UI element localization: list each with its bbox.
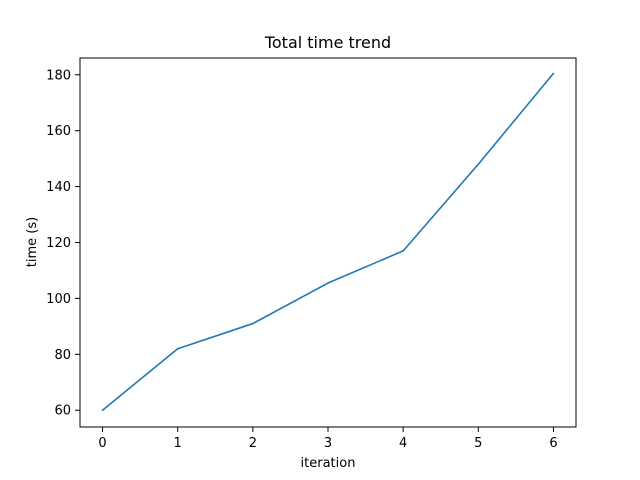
data-point bbox=[402, 250, 404, 252]
series-group bbox=[101, 72, 555, 412]
y-tick-label: 160 bbox=[46, 124, 71, 139]
x-tick-label: 0 bbox=[98, 436, 106, 451]
data-point bbox=[101, 409, 104, 412]
x-tick-label: 6 bbox=[549, 436, 557, 451]
data-point bbox=[477, 163, 480, 166]
plot-area-frame bbox=[79, 57, 577, 428]
data-point bbox=[552, 72, 555, 75]
data-point bbox=[252, 322, 254, 325]
chart-title: Total time trend bbox=[264, 33, 391, 52]
data-point bbox=[176, 347, 179, 350]
y-tick-label: 120 bbox=[46, 236, 71, 251]
y-axis-label: time (s) bbox=[25, 217, 40, 267]
x-tick-label: 3 bbox=[324, 436, 332, 451]
y-tick-label: 140 bbox=[46, 180, 71, 195]
x-tick-label: 1 bbox=[174, 436, 182, 451]
x-axis-label: iteration bbox=[301, 456, 356, 471]
x-axis: 0 1 2 3 4 5 6 bbox=[98, 427, 558, 451]
x-tick-label: 5 bbox=[474, 436, 482, 451]
y-tick-label: 80 bbox=[54, 348, 71, 363]
y-axis: 60 80 100 120 140 160 180 bbox=[46, 68, 80, 419]
y-tick-label: 180 bbox=[46, 68, 71, 83]
series-line bbox=[102, 72, 555, 411]
x-tick-label: 2 bbox=[249, 436, 257, 451]
y-tick-label: 60 bbox=[54, 404, 71, 419]
x-tick-label: 4 bbox=[399, 436, 407, 451]
data-point bbox=[327, 282, 329, 284]
y-tick-label: 100 bbox=[46, 292, 71, 307]
